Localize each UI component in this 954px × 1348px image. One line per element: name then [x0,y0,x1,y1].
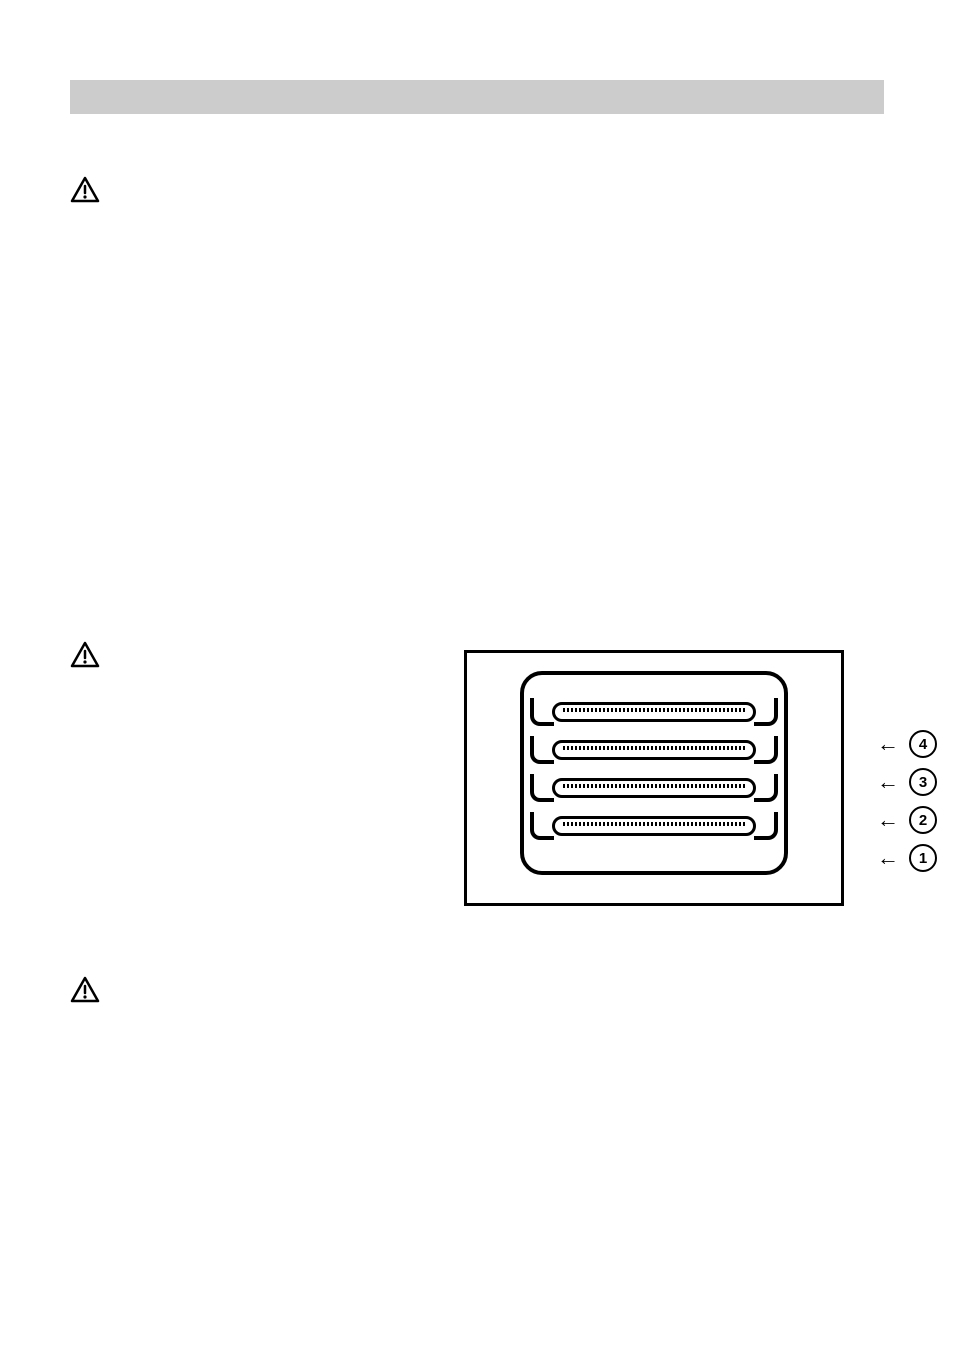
rack-slot [524,807,784,845]
rack-body [520,671,788,875]
slot-labels: ← 4 ← 3 ← 2 ← 1 [877,725,937,877]
arrow-icon: ← [877,807,899,833]
warning-block-3 [70,974,884,1009]
slot-number: 1 [909,844,937,872]
slot-number: 2 [909,806,937,834]
slot-label: ← 1 [877,839,937,877]
warning-icon [70,176,100,209]
warning-icon [70,976,100,1009]
arrow-icon: ← [877,845,899,871]
arrow-icon: ← [877,731,899,757]
rack-slot [524,731,784,769]
slot-label: ← 2 [877,801,937,839]
rack-diagram: ← 4 ← 3 ← 2 ← 1 [464,650,844,906]
rack-slot [524,693,784,731]
diagram-frame: ← 4 ← 3 ← 2 ← 1 [464,650,844,906]
slot-label: ← 4 [877,725,937,763]
slot-number: 4 [909,730,937,758]
warning-block-1 [70,174,884,209]
rack-slot [524,769,784,807]
slot-number: 3 [909,768,937,796]
header-bar [70,80,884,114]
arrow-icon: ← [877,769,899,795]
warning-icon [70,641,100,674]
slot-label: ← 3 [877,763,937,801]
